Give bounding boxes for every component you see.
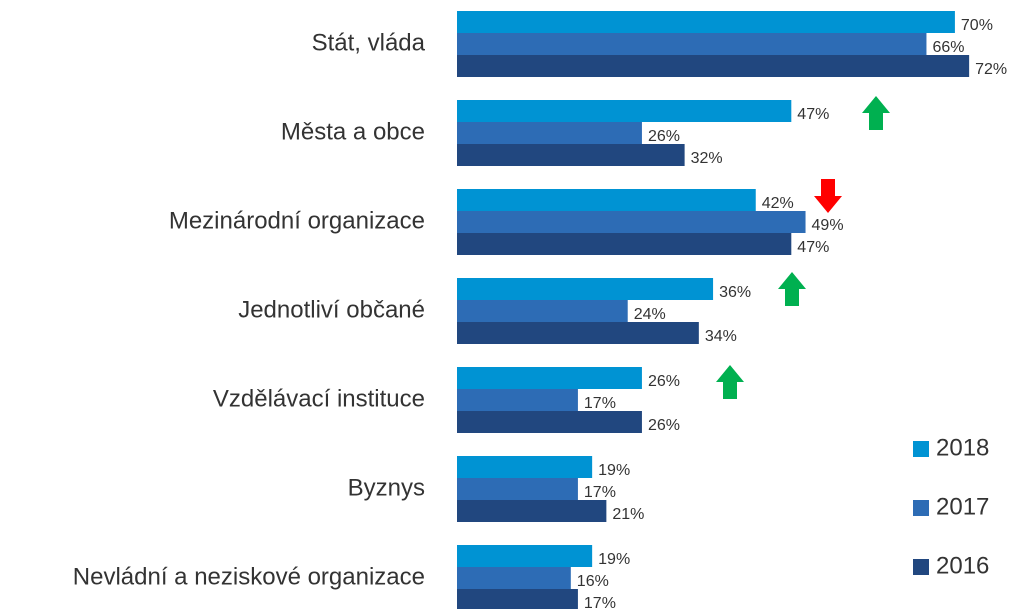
legend-label: 2016	[936, 552, 989, 579]
category-label: Byznys	[348, 474, 425, 501]
legend-label: 2018	[936, 434, 989, 461]
value-label: 34%	[705, 328, 737, 345]
bar	[457, 189, 756, 211]
value-label: 32%	[691, 150, 723, 167]
bar	[457, 300, 628, 322]
bar	[457, 322, 699, 344]
bar	[457, 589, 578, 609]
value-label: 66%	[932, 39, 964, 56]
bar	[457, 411, 642, 433]
value-label: 26%	[648, 373, 680, 390]
legend-swatch	[913, 441, 929, 457]
bar	[457, 122, 642, 144]
legend-label: 2017	[936, 493, 989, 520]
value-label: 26%	[648, 128, 680, 145]
category-label: Mezinárodní organizace	[169, 207, 425, 234]
value-label: 47%	[797, 106, 829, 123]
bar	[457, 144, 685, 166]
value-label: 17%	[584, 484, 616, 501]
value-label: 70%	[961, 17, 993, 34]
bar	[457, 389, 578, 411]
bar	[457, 278, 714, 300]
bar	[457, 211, 806, 233]
value-label: 17%	[584, 395, 616, 412]
value-label: 26%	[648, 417, 680, 434]
legend-swatch	[913, 559, 929, 575]
value-label: 16%	[577, 573, 609, 590]
value-label: 21%	[612, 506, 644, 523]
bar	[457, 456, 593, 478]
bar	[457, 33, 927, 55]
value-label: 19%	[598, 462, 630, 479]
bar	[457, 233, 792, 255]
value-label: 47%	[797, 239, 829, 256]
value-label: 42%	[762, 195, 794, 212]
up-arrow	[716, 365, 744, 399]
up-arrow	[862, 96, 890, 130]
bar	[457, 367, 642, 389]
value-label: 17%	[584, 595, 616, 609]
bar	[457, 545, 593, 567]
category-label: Stát, vláda	[312, 29, 426, 56]
value-label: 24%	[634, 306, 666, 323]
bar	[457, 500, 607, 522]
legend-swatch	[913, 500, 929, 516]
category-label: Města a obce	[281, 118, 425, 145]
up-arrow	[778, 272, 806, 306]
value-label: 72%	[975, 61, 1007, 78]
bar	[457, 55, 970, 77]
bar	[457, 11, 955, 33]
value-label: 19%	[598, 551, 630, 568]
bar	[457, 567, 571, 589]
value-label: 49%	[812, 217, 844, 234]
down-arrow	[814, 179, 842, 213]
bar	[457, 478, 578, 500]
trend-arrows	[716, 96, 890, 399]
category-label: Vzdělávací instituce	[213, 385, 425, 412]
value-label: 36%	[719, 284, 751, 301]
category-label: Nevládní a neziskové organizace	[73, 563, 425, 590]
bar	[457, 100, 792, 122]
category-label: Jednotliví občané	[238, 296, 425, 323]
